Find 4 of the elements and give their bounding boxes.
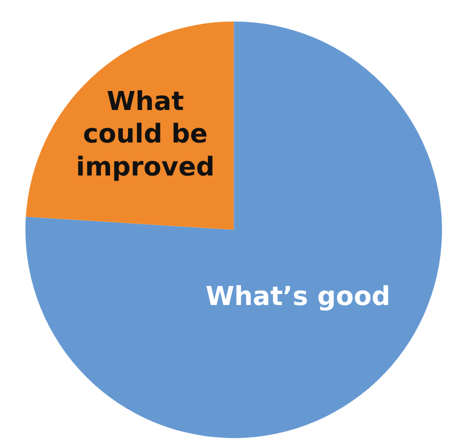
slice-label: What could be improved xyxy=(76,86,215,183)
pie-slice xyxy=(26,22,442,438)
pie-slice xyxy=(26,22,234,230)
slice-label: What’s good xyxy=(206,282,390,312)
